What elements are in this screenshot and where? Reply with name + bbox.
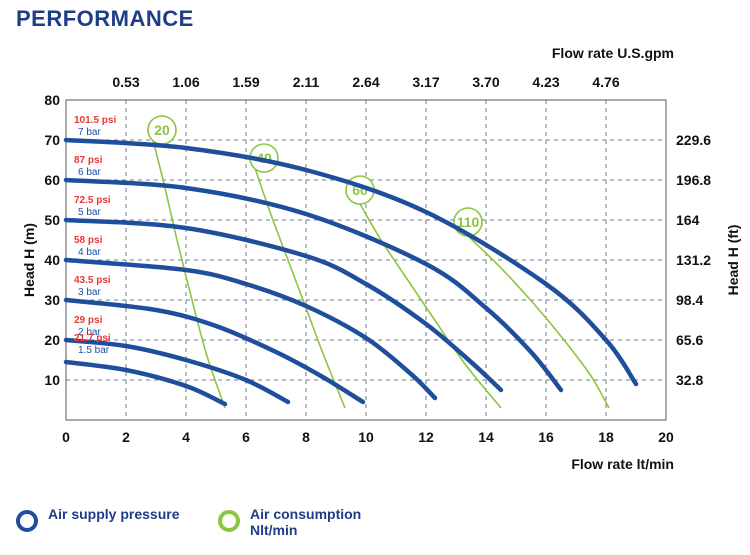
pressure-curve [63, 337, 291, 405]
psi-label: 72.5 psi [74, 195, 111, 206]
x-tick-label: 2 [122, 429, 130, 445]
bar-label: 5 bar [78, 207, 101, 218]
x-top-tick-label: 4.76 [592, 74, 619, 90]
x-top-tick-label: 0.53 [112, 74, 139, 90]
psi-label: 87 psi [74, 155, 103, 166]
pressure-curve [63, 257, 438, 401]
x-top-tick-label: 1.06 [172, 74, 199, 90]
y-tick-label: 20 [44, 332, 60, 348]
air-legend-label: Air consumption Nlt/min [250, 506, 362, 538]
pressure-legend-swatch-icon [16, 510, 38, 532]
x-top-axis-title: Flow rate U.S.gpm [552, 45, 674, 61]
y-tick-label: 50 [44, 212, 60, 228]
y-right-axis-title: Head H (ft) [725, 225, 741, 296]
y-right-tick-label: 131.2 [676, 252, 711, 268]
pressure-curve [63, 217, 504, 393]
psi-label: 58 psi [74, 235, 103, 246]
bar-label: 1.5 bar [78, 345, 110, 356]
bar-label: 4 bar [78, 247, 101, 258]
performance-chart: 0 2 4 6 8 10 12 14 16 18 20 10 20 30 40 50 60 70 80 0.53 1.0… [21, 45, 741, 472]
x-top-tick-label: 4.23 [532, 74, 559, 90]
pressure-curve [63, 177, 564, 393]
y-tick-label: 30 [44, 292, 60, 308]
x-top-tick-label: 3.17 [412, 74, 439, 90]
air-legend-swatch-icon [218, 510, 240, 532]
y-right-tick-label: 164 [676, 212, 700, 228]
y-tick-label: 60 [44, 172, 60, 188]
x-tick-label: 0 [62, 429, 70, 445]
bar-label: 2 bar [78, 327, 101, 338]
air-consumption-curve [254, 167, 346, 409]
x-tick-label: 10 [358, 429, 374, 445]
x-tick-label: 18 [598, 429, 614, 445]
page-title: PERFORMANCE [16, 6, 194, 31]
air-consumption-label: 20 [154, 122, 170, 138]
y-tick-label: 80 [44, 92, 60, 108]
bar-label: 7 bar [78, 127, 101, 138]
x-tick-label: 14 [478, 429, 494, 445]
x-top-tick-label: 2.64 [352, 74, 379, 90]
y-tick-label: 10 [44, 372, 60, 388]
y-right-tick-label: 32.8 [676, 372, 703, 388]
bar-label: 6 bar [78, 167, 101, 178]
x-tick-label: 20 [658, 429, 674, 445]
air-consumption-curve [359, 203, 502, 409]
pressure-legend: Air supply pressure [16, 506, 198, 532]
y-right-tick-label: 196.8 [676, 172, 711, 188]
air-consumption-label: 110 [457, 214, 480, 230]
x-top-tick-label: 1.59 [232, 74, 259, 90]
y-right-tick-label: 65.6 [676, 332, 703, 348]
psi-label: 43.5 psi [74, 275, 111, 286]
x-top-tick-label: 3.70 [472, 74, 499, 90]
y-right-tick-label: 229.6 [676, 132, 711, 148]
air-legend: Air consumption Nlt/min [218, 506, 400, 538]
x-tick-label: 4 [182, 429, 190, 445]
pressure-curve [63, 359, 228, 407]
x-top-tick-label: 2.11 [293, 74, 320, 90]
bar-label: 3 bar [78, 287, 101, 298]
pressure-curve [63, 297, 366, 405]
x-tick-label: 8 [302, 429, 310, 445]
pressure-curve [63, 137, 639, 387]
psi-label: 101.5 psi [74, 115, 116, 126]
y-tick-label: 40 [44, 252, 60, 268]
psi-label: 29 psi [74, 315, 103, 326]
x-tick-label: 16 [538, 429, 554, 445]
y-tick-label: 70 [44, 132, 60, 148]
psi-label: 21.7 psi [74, 333, 111, 344]
y-axis-title: Head H (m) [21, 223, 37, 297]
pressure-legend-label: Air supply pressure [48, 506, 180, 522]
air-consumption-curve [467, 235, 610, 409]
x-tick-label: 6 [242, 429, 250, 445]
x-tick-label: 12 [418, 429, 434, 445]
y-right-tick-label: 98.4 [676, 292, 703, 308]
x-axis-title: Flow rate lt/min [571, 456, 674, 472]
